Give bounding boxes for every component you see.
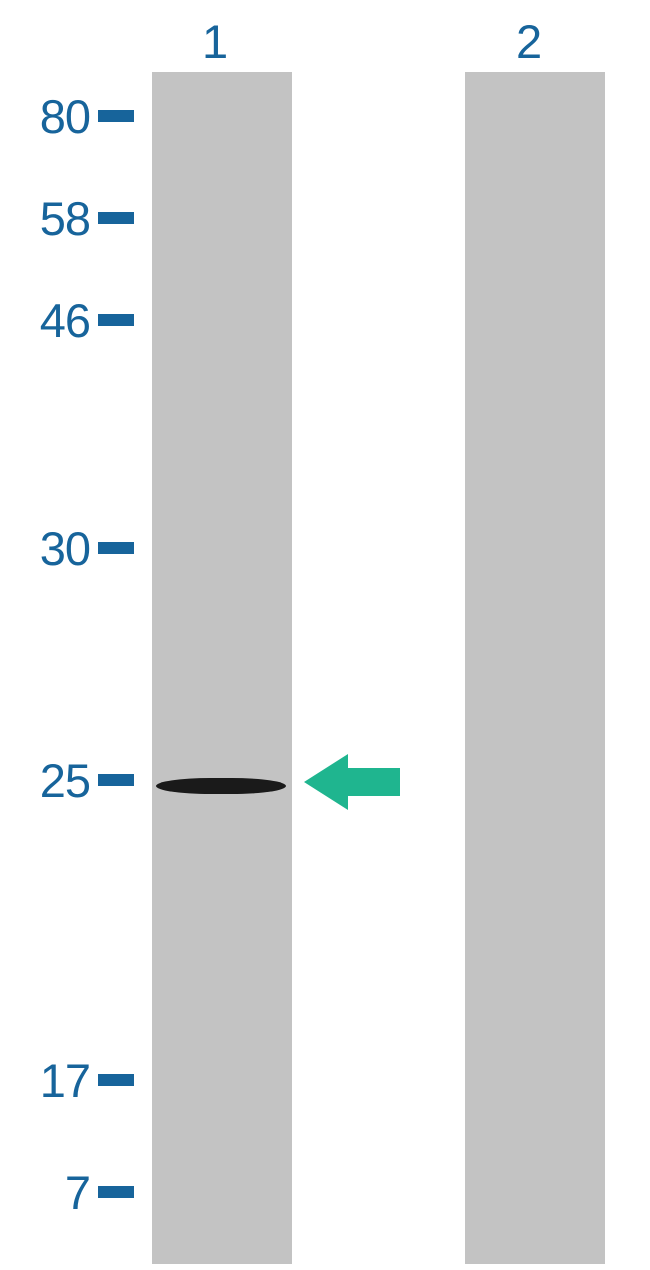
marker-dash bbox=[98, 1186, 134, 1198]
marker-label: 46 bbox=[18, 293, 90, 348]
band-lane1-25kda bbox=[156, 778, 286, 794]
marker-25: 25 bbox=[18, 753, 134, 808]
lane-1 bbox=[152, 72, 292, 1264]
marker-label: 58 bbox=[18, 191, 90, 246]
blot-figure: 1 2 80 58 46 30 25 17 7 bbox=[0, 0, 650, 1270]
marker-dash bbox=[98, 314, 134, 326]
marker-58: 58 bbox=[18, 191, 134, 246]
marker-label: 25 bbox=[18, 753, 90, 808]
arrow-icon bbox=[304, 754, 400, 810]
lane-header-label: 2 bbox=[516, 15, 542, 68]
lane-header-label: 1 bbox=[202, 15, 228, 68]
lane-header-2: 2 bbox=[516, 14, 542, 69]
marker-dash bbox=[98, 212, 134, 224]
marker-label: 30 bbox=[18, 521, 90, 576]
marker-dash bbox=[98, 110, 134, 122]
marker-label: 80 bbox=[18, 89, 90, 144]
marker-46: 46 bbox=[18, 293, 134, 348]
marker-label: 7 bbox=[18, 1165, 90, 1220]
marker-dash bbox=[98, 1074, 134, 1086]
marker-7: 7 bbox=[18, 1165, 134, 1220]
marker-label: 17 bbox=[18, 1053, 90, 1108]
lane-header-1: 1 bbox=[202, 14, 228, 69]
marker-80: 80 bbox=[18, 89, 134, 144]
marker-17: 17 bbox=[18, 1053, 134, 1108]
marker-30: 30 bbox=[18, 521, 134, 576]
marker-dash bbox=[98, 542, 134, 554]
marker-dash bbox=[98, 774, 134, 786]
lane-2 bbox=[465, 72, 605, 1264]
